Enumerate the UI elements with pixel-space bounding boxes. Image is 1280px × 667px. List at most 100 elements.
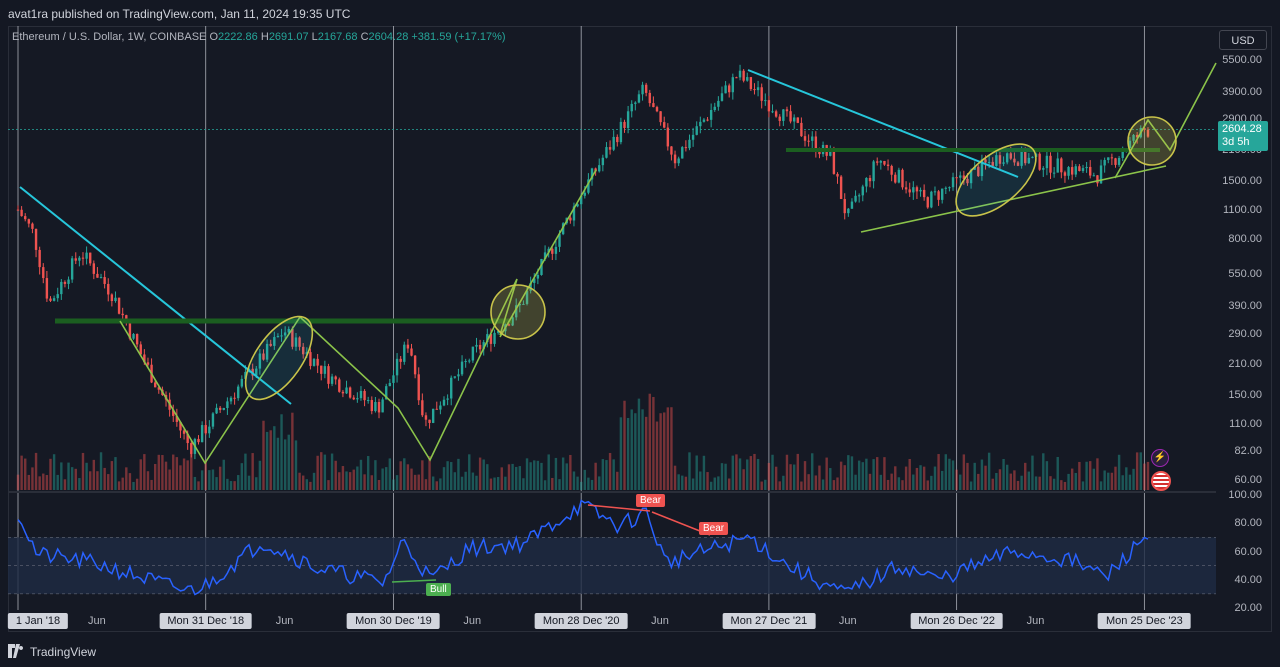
time-tick-label: Jun xyxy=(838,615,857,627)
candle-body xyxy=(128,323,132,339)
candle-body xyxy=(1045,155,1049,169)
candle-body xyxy=(637,94,641,103)
candle-body xyxy=(233,397,236,399)
candle-body xyxy=(681,147,684,159)
us-flag-icon[interactable] xyxy=(1151,471,1171,491)
candle-body xyxy=(789,111,792,122)
volume-bar xyxy=(81,452,85,490)
candle-body xyxy=(287,328,290,333)
candle-body xyxy=(713,106,716,111)
volume-bar xyxy=(807,474,810,490)
volume-bar xyxy=(868,473,872,490)
volume-bar xyxy=(92,459,96,490)
candle-body xyxy=(114,297,117,302)
volume-bar xyxy=(569,454,572,490)
low-label: L xyxy=(311,31,318,43)
candle-body xyxy=(507,324,511,326)
volume-bar xyxy=(395,475,399,490)
currency-selector[interactable]: USD xyxy=(1219,30,1267,50)
time-tick-label: Jun xyxy=(651,615,669,627)
volume-bar xyxy=(995,472,998,490)
time-tick-label: Jun xyxy=(275,615,294,627)
candle-body xyxy=(764,100,767,102)
chart-area[interactable] xyxy=(8,26,1272,632)
volume-bar xyxy=(839,461,843,490)
volume-bar xyxy=(926,480,929,490)
candle-body xyxy=(421,400,424,416)
candle-body xyxy=(16,209,20,211)
candle-body xyxy=(294,337,298,347)
price-tick-label: 290.00 xyxy=(1228,327,1262,340)
bull-divergence-line xyxy=(391,579,437,583)
candle-body xyxy=(1085,166,1088,169)
volume-bar xyxy=(1038,476,1041,490)
volume-bar xyxy=(96,471,99,490)
volume-bar xyxy=(904,466,908,490)
candle-body xyxy=(229,397,233,402)
bull-divergence-badge: Bull xyxy=(426,583,451,596)
candle-body xyxy=(579,195,583,205)
candle-body xyxy=(836,173,839,177)
volume-bar xyxy=(598,476,601,490)
candle-body xyxy=(659,111,662,123)
candle-body xyxy=(644,84,648,93)
lightning-icon[interactable]: ⚡ xyxy=(1151,449,1169,467)
candle-body xyxy=(1020,150,1023,166)
volume-bar xyxy=(150,479,153,490)
candle-body xyxy=(24,216,27,220)
candle-body xyxy=(886,164,890,166)
candle-body xyxy=(919,189,922,192)
volume-bar xyxy=(857,460,861,490)
time-axis[interactable]: 1 Jan '18 Jun Mon 31 Dec '18 Jun Mon 30 Dec … xyxy=(7,610,1216,632)
volume-bar xyxy=(27,474,31,490)
low-value: 2167.68 xyxy=(317,31,358,43)
candle-body xyxy=(1005,153,1009,163)
candle-body xyxy=(1060,158,1063,173)
candle-body xyxy=(511,317,514,326)
volume-bar xyxy=(677,474,680,490)
volume-bar xyxy=(392,479,395,490)
volume-bar xyxy=(998,469,1002,490)
candle-body xyxy=(1049,155,1052,173)
candle-body xyxy=(998,155,1002,164)
volume-bar xyxy=(320,452,323,490)
volume-bar xyxy=(338,472,341,490)
candle-body xyxy=(1117,157,1121,165)
close-value: 2604.28 xyxy=(368,31,409,43)
rsi-line xyxy=(17,499,1149,596)
volume-bar xyxy=(774,466,778,490)
price-tick-label: 3900.00 xyxy=(1222,85,1262,98)
volume-bar xyxy=(612,459,615,490)
volume-bar xyxy=(915,467,919,490)
candle-body xyxy=(601,157,605,166)
volume-bar xyxy=(529,462,532,490)
volume-bar xyxy=(825,457,828,490)
volume-bar xyxy=(641,409,644,490)
volume-bar xyxy=(442,467,446,490)
candle-body xyxy=(457,374,460,377)
candle-body xyxy=(1121,151,1124,158)
volume-bar xyxy=(218,466,222,490)
volume-bar xyxy=(901,480,904,490)
volume-bar xyxy=(482,459,485,490)
wave-pattern-line xyxy=(119,278,518,465)
volume-bar xyxy=(327,480,330,490)
volume-bar xyxy=(861,462,864,490)
time-tick-label: 1 Jan '18 xyxy=(7,613,69,629)
price-tick-label: 150.00 xyxy=(1228,388,1262,401)
candle-body xyxy=(966,178,969,184)
candle-body xyxy=(648,92,651,104)
candle-body xyxy=(135,334,139,345)
candle-body xyxy=(543,252,547,259)
open-label: O xyxy=(209,31,219,43)
volume-bar xyxy=(832,480,836,490)
volume-bar xyxy=(1132,468,1135,490)
volume-bar xyxy=(280,414,283,490)
volume-bar xyxy=(204,459,207,490)
candle-body xyxy=(991,161,994,166)
candle-body xyxy=(785,109,789,112)
candle-body xyxy=(973,166,976,170)
volume-bar xyxy=(20,455,23,490)
candle-body xyxy=(554,246,558,254)
